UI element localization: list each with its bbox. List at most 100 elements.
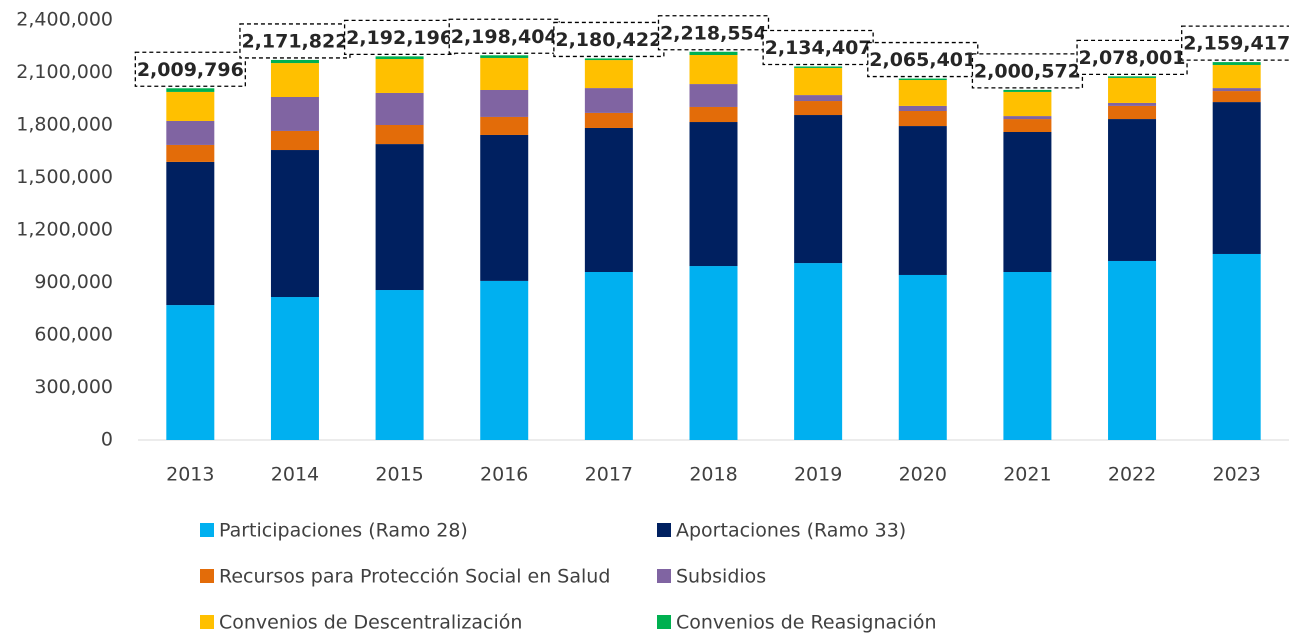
bar-segment — [1003, 272, 1052, 440]
bar-segment — [898, 80, 947, 106]
y-tick-label: 1,200,000 — [16, 219, 113, 241]
x-tick-label: 2023 — [1213, 464, 1261, 486]
bar-segment — [794, 66, 843, 68]
total-box — [553, 21, 665, 58]
bar-segment — [166, 91, 215, 121]
x-tick-label: 2018 — [689, 464, 737, 486]
legend-label: Subsidios — [676, 566, 766, 588]
legend-swatch — [657, 523, 671, 537]
bar-segment — [166, 144, 215, 162]
bar-segment — [270, 130, 319, 151]
bar-segment — [1108, 105, 1157, 120]
bar-segment — [584, 127, 633, 272]
total-box — [343, 19, 456, 56]
bar-segment — [166, 120, 215, 145]
bar-segment — [270, 297, 319, 440]
legend-label: Participaciones (Ramo 28) — [219, 520, 468, 542]
bar-segment — [584, 58, 633, 61]
y-tick-label: 2,400,000 — [16, 9, 113, 31]
legend-swatch — [657, 569, 671, 583]
total-label: 2,180,422 — [555, 29, 662, 51]
bar-segment — [794, 67, 843, 96]
bar-segment — [1212, 64, 1261, 89]
bar-segment — [689, 266, 738, 440]
legend-label: Aportaciones (Ramo 33) — [676, 520, 906, 542]
bar-segment — [1108, 77, 1157, 103]
bar-segment — [1003, 89, 1052, 92]
bar-segment — [375, 56, 424, 60]
bar-segment — [1003, 91, 1052, 117]
x-tick-label: 2022 — [1108, 464, 1156, 486]
bar-segment — [689, 106, 738, 123]
bar-segment — [375, 92, 424, 125]
bar-segment — [270, 97, 319, 131]
bar-segment — [898, 78, 947, 81]
total-label: 2,009,796 — [137, 59, 244, 81]
total-label: 2,134,407 — [765, 37, 872, 59]
total-box — [1181, 25, 1289, 61]
total-label: 2,218,554 — [660, 22, 767, 44]
bar-segment — [898, 274, 947, 440]
bar-segment — [270, 150, 319, 298]
bar-segment — [1212, 91, 1261, 103]
bar-segment — [1212, 62, 1261, 65]
bar-segment — [375, 290, 424, 440]
bar-segment — [584, 112, 633, 128]
total-label: 2,159,417 — [1183, 33, 1289, 55]
bar-segment — [480, 57, 529, 90]
x-tick-label: 2014 — [271, 464, 319, 486]
bar-segment — [270, 63, 319, 97]
bar-segment — [584, 272, 633, 440]
bar-segment — [689, 51, 738, 55]
bar-segment — [898, 105, 947, 111]
bar-segment — [480, 134, 529, 281]
x-tick-label: 2021 — [1003, 464, 1051, 486]
y-tick-label: 0 — [101, 429, 113, 451]
bar-segment — [1108, 260, 1157, 440]
bar-segment — [794, 101, 843, 116]
bar-segment — [1108, 102, 1157, 106]
bar-segment — [1108, 76, 1157, 78]
bar-segment — [584, 60, 633, 89]
total-box — [657, 15, 770, 51]
bar-segment — [898, 126, 947, 275]
bar-segment — [794, 115, 843, 264]
total-label: 2,065,401 — [869, 49, 976, 71]
total-box — [448, 18, 560, 54]
bar-segment — [166, 161, 215, 306]
bar-segment — [689, 55, 738, 85]
x-tick-label: 2013 — [166, 464, 214, 486]
y-tick-label: 1,800,000 — [16, 114, 113, 136]
bar-segment — [1212, 253, 1261, 440]
bar-segment — [375, 125, 424, 145]
legend-label: Convenios de Reasignación — [676, 612, 937, 634]
legend-label: Recursos para Protección Social en Salud — [219, 566, 610, 588]
legend-swatch — [200, 615, 214, 629]
bar-segment — [794, 263, 843, 440]
bar-segment — [898, 111, 947, 127]
total-label: 2,000,572 — [974, 60, 1081, 82]
bar-segment — [689, 122, 738, 267]
x-tick-label: 2017 — [585, 464, 633, 486]
bar-segment — [584, 88, 633, 113]
total-label: 2,171,822 — [241, 30, 348, 52]
bar-segment — [375, 59, 424, 93]
x-tick-label: 2016 — [480, 464, 528, 486]
x-tick-label: 2015 — [375, 464, 423, 486]
total-label: 2,192,196 — [346, 27, 453, 49]
total-label: 2,198,404 — [451, 26, 558, 48]
bar-segment — [166, 88, 215, 92]
bar-segment — [480, 116, 529, 135]
bar-segment — [480, 55, 529, 58]
bar-segment — [1003, 119, 1052, 132]
y-tick-label: 600,000 — [34, 324, 113, 346]
legend-swatch — [657, 615, 671, 629]
x-tick-label: 2020 — [899, 464, 947, 486]
total-box — [239, 23, 351, 59]
total-box — [867, 41, 979, 78]
bar-segment — [480, 280, 529, 440]
bar-segment — [1003, 116, 1052, 120]
y-tick-label: 1,500,000 — [16, 166, 113, 188]
bar-segment — [166, 305, 215, 440]
